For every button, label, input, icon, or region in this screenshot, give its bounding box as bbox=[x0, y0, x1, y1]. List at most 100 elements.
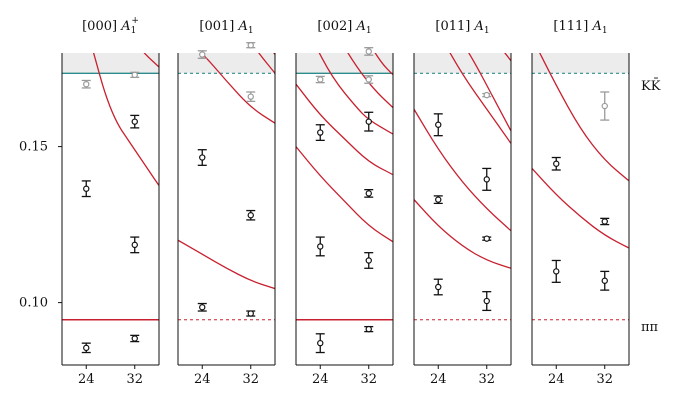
red-level-curve bbox=[296, 146, 393, 243]
point-marker bbox=[317, 129, 324, 136]
panel-plot-area bbox=[178, 53, 275, 321]
data-point bbox=[364, 111, 374, 132]
data-point bbox=[315, 124, 325, 142]
point-marker bbox=[483, 235, 490, 242]
panel-4: 24 32 [111] A1 bbox=[531, 19, 630, 387]
panel-2: 24 32 [002] A1 bbox=[295, 19, 394, 387]
point-marker bbox=[365, 118, 372, 125]
point-marker bbox=[553, 160, 560, 167]
x-tick-label: 24 bbox=[430, 372, 447, 387]
x-tick-label: 24 bbox=[312, 372, 329, 387]
point-marker bbox=[483, 91, 490, 99]
gray-data-point bbox=[81, 79, 91, 89]
data-point bbox=[246, 209, 256, 221]
data-point bbox=[433, 278, 443, 296]
point-marker bbox=[131, 335, 138, 342]
point-marker bbox=[131, 118, 138, 125]
point-marker bbox=[483, 176, 490, 183]
data-point bbox=[315, 333, 325, 354]
point-marker bbox=[83, 185, 90, 192]
point-marker bbox=[601, 218, 608, 225]
point-marker bbox=[247, 42, 254, 49]
point-marker bbox=[199, 51, 206, 58]
red-level-curve bbox=[414, 199, 511, 269]
data-point bbox=[600, 217, 610, 226]
panel-plot-area bbox=[62, 53, 159, 321]
gray-data-point bbox=[600, 91, 610, 121]
red-level-curve bbox=[539, 53, 629, 182]
kkbar-shaded-region bbox=[414, 53, 511, 74]
point-marker bbox=[553, 268, 560, 275]
red-level-curve bbox=[414, 108, 511, 232]
red-level-curve bbox=[178, 239, 275, 290]
point-marker bbox=[365, 257, 372, 264]
point-marker bbox=[317, 243, 324, 250]
panel-title: [011] A1 bbox=[435, 19, 489, 36]
panel-title: [001] A1 bbox=[199, 19, 253, 36]
panel-plot-area bbox=[296, 53, 393, 321]
data-point bbox=[482, 167, 492, 191]
data-point bbox=[433, 195, 443, 205]
red-level-curve bbox=[374, 53, 393, 76]
point-marker bbox=[365, 325, 372, 333]
gray-data-point bbox=[246, 91, 256, 103]
gray-data-point bbox=[364, 75, 374, 84]
data-point bbox=[364, 325, 374, 333]
panel-1: 24 32 [001] A1 bbox=[177, 19, 276, 387]
x-tick-label: 32 bbox=[126, 372, 143, 387]
panel-title: [000] A1+ bbox=[82, 16, 139, 36]
point-marker bbox=[199, 304, 206, 311]
red-level-curve bbox=[296, 83, 393, 176]
red-level-curve bbox=[143, 53, 159, 68]
red-level-curve bbox=[258, 53, 275, 74]
panel-plot-area bbox=[532, 53, 629, 321]
point-marker bbox=[435, 121, 442, 128]
x-tick-label: 32 bbox=[360, 372, 377, 387]
data-point bbox=[81, 342, 91, 354]
data-point bbox=[433, 113, 443, 137]
red-level-curve bbox=[273, 53, 275, 56]
red-level-curve bbox=[449, 53, 511, 144]
data-point bbox=[600, 270, 610, 291]
red-level-curve bbox=[468, 53, 511, 132]
point-marker bbox=[365, 76, 372, 83]
panel-title: [111] A1 bbox=[553, 19, 607, 36]
data-point bbox=[364, 252, 374, 269]
panel-0: 24 32 [000] A1+ bbox=[58, 16, 160, 387]
red-level-curve bbox=[200, 53, 275, 124]
point-marker bbox=[247, 212, 254, 219]
data-point bbox=[130, 334, 140, 343]
x-tick-label: 32 bbox=[596, 372, 613, 387]
data-point bbox=[130, 236, 140, 254]
data-point bbox=[482, 235, 492, 242]
point-marker bbox=[83, 80, 90, 88]
point-marker bbox=[601, 277, 608, 284]
gray-data-point bbox=[364, 47, 374, 56]
red-level-curve bbox=[92, 53, 159, 187]
red-level-curve bbox=[505, 37, 511, 46]
x-tick-label: 24 bbox=[548, 372, 565, 387]
gray-data-point bbox=[246, 42, 256, 49]
red-level-curve bbox=[318, 53, 393, 135]
panel-plot-area bbox=[414, 37, 511, 321]
x-tick-label: 24 bbox=[78, 372, 95, 387]
point-marker bbox=[247, 93, 254, 100]
point-marker bbox=[483, 297, 490, 305]
data-point bbox=[81, 180, 91, 198]
data-point bbox=[482, 291, 492, 312]
point-marker bbox=[317, 339, 324, 347]
data-point bbox=[246, 310, 256, 317]
point-marker bbox=[247, 310, 254, 317]
x-tick-label: 24 bbox=[194, 372, 211, 387]
point-marker bbox=[199, 154, 206, 161]
kkbar-shaded-region bbox=[296, 53, 393, 74]
point-marker bbox=[365, 48, 372, 55]
x-tick-label: 32 bbox=[242, 372, 259, 387]
y-tick-label: 0.10 bbox=[19, 296, 48, 311]
x-tick-label: 32 bbox=[478, 372, 495, 387]
kkbar-shaded-region bbox=[532, 53, 629, 74]
kkbar-threshold-label: KK̄ bbox=[641, 78, 661, 94]
y-tick-label: 0.15 bbox=[19, 140, 48, 155]
data-point bbox=[364, 189, 374, 198]
